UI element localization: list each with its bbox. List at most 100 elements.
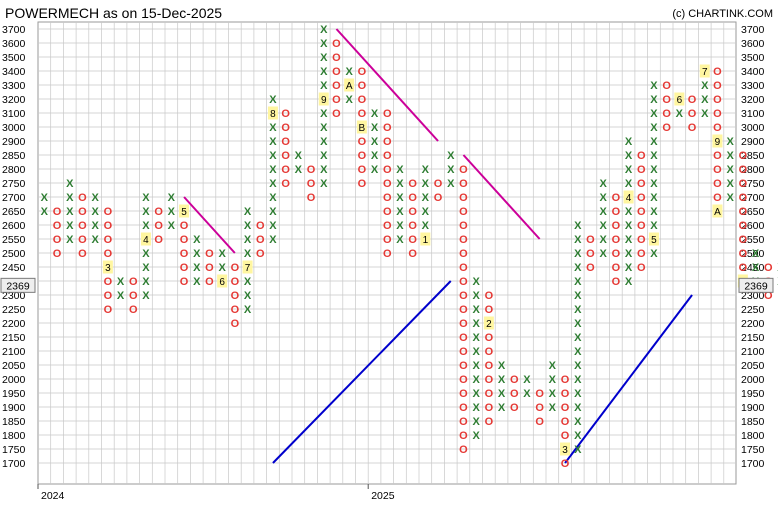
o-mark: O: [510, 374, 519, 386]
month-marker: B: [359, 123, 366, 134]
y-tick-label: 1800: [741, 430, 765, 442]
o-mark: O: [485, 290, 494, 302]
o-mark: O: [739, 220, 748, 232]
y-tick-label: 2850: [2, 150, 26, 162]
x-mark: X: [472, 374, 480, 386]
o-mark: O: [459, 332, 468, 344]
y-tick-label: 1850: [741, 416, 765, 428]
x-mark: X: [574, 318, 582, 330]
x-mark: X: [371, 108, 379, 120]
x-mark: X: [320, 108, 328, 120]
x-mark: X: [625, 150, 633, 162]
o-mark: O: [637, 192, 646, 204]
y-tick-label: 3400: [2, 66, 26, 78]
month-marker-box: [420, 232, 431, 246]
pnf-column: XXX: [168, 192, 176, 232]
x-mark: X: [244, 276, 252, 288]
x-mark: X: [142, 262, 150, 274]
o-mark: O: [358, 150, 367, 162]
x-mark: X: [574, 332, 582, 344]
o-mark: O: [383, 178, 392, 190]
x-mark: X: [269, 150, 277, 162]
y-tick-label: 2050: [741, 360, 765, 372]
o-mark: O: [485, 304, 494, 316]
o-mark: O: [434, 178, 443, 190]
x-mark: X: [320, 52, 328, 64]
o-mark: O: [129, 276, 138, 288]
month-marker: A: [714, 207, 721, 218]
x-mark: X: [574, 402, 582, 414]
month-marker-box: [648, 232, 659, 246]
o-mark: O: [535, 388, 544, 400]
o-mark: O: [408, 248, 417, 260]
x-mark: X: [574, 430, 582, 442]
o-mark: O: [739, 178, 748, 190]
x-mark: X: [472, 304, 480, 316]
pnf-column: XX: [523, 374, 531, 400]
pnf-column: OOO: [688, 94, 697, 134]
o-mark: O: [485, 346, 494, 358]
o-mark: O: [637, 206, 646, 218]
x-mark: X: [650, 164, 658, 176]
x-tick-label: 2024: [41, 490, 65, 502]
o-mark: O: [256, 220, 265, 232]
x-mark: X: [269, 178, 277, 190]
o-mark: O: [485, 388, 494, 400]
o-mark: O: [637, 220, 646, 232]
x-mark: X: [472, 290, 480, 302]
o-mark: O: [383, 108, 392, 120]
o-mark: O: [383, 150, 392, 162]
pnf-column: OO: [434, 178, 443, 204]
x-mark: X: [269, 206, 277, 218]
o-mark: O: [586, 234, 595, 246]
o-mark: O: [739, 234, 748, 246]
o-mark: O: [459, 416, 468, 428]
month-marker-box: [560, 442, 571, 456]
x-mark: X: [650, 122, 658, 134]
o-mark: O: [129, 304, 138, 316]
o-mark: O: [739, 262, 748, 274]
y-tick-label: 3000: [2, 122, 26, 134]
o-mark: O: [281, 108, 290, 120]
x-mark: X: [396, 234, 404, 246]
o-mark: O: [53, 234, 62, 246]
y-tick-label: 2450: [2, 262, 26, 274]
support-trendline: [564, 294, 693, 464]
month-marker-box: [217, 274, 228, 288]
o-mark: O: [358, 94, 367, 106]
last-price-tags: 2369 2369: [0, 277, 774, 293]
pnf-column: XX: [117, 276, 125, 302]
o-mark: O: [231, 290, 240, 302]
o-mark: O: [78, 206, 87, 218]
month-marker: 9: [321, 95, 327, 106]
o-mark: O: [612, 262, 621, 274]
y-tick-label: 3600: [741, 38, 765, 50]
month-marker-box: [318, 92, 329, 106]
x-mark: X: [472, 388, 480, 400]
o-mark: O: [561, 416, 570, 428]
y-axis-left: 3700 3600 3500 3400 3300 3200 3100 3000 2900 2850…: [2, 24, 26, 470]
x-mark: X: [472, 416, 480, 428]
o-mark: O: [713, 122, 722, 134]
o-mark: O: [637, 248, 646, 260]
pnf-column: X6: [674, 92, 685, 120]
y-tick-label: 2700: [741, 192, 765, 204]
pnf-column: OOO: [154, 206, 163, 246]
y-tick-label: 1900: [741, 402, 765, 414]
y-tick-label: 1700: [2, 458, 26, 470]
month-marker: 1: [423, 235, 429, 246]
x-mark: X: [574, 388, 582, 400]
x-mark: X: [676, 108, 684, 120]
y-tick-label: 2800: [2, 164, 26, 176]
chart-grid: [37, 21, 737, 485]
o-mark: O: [688, 108, 697, 120]
o-mark: O: [358, 80, 367, 92]
